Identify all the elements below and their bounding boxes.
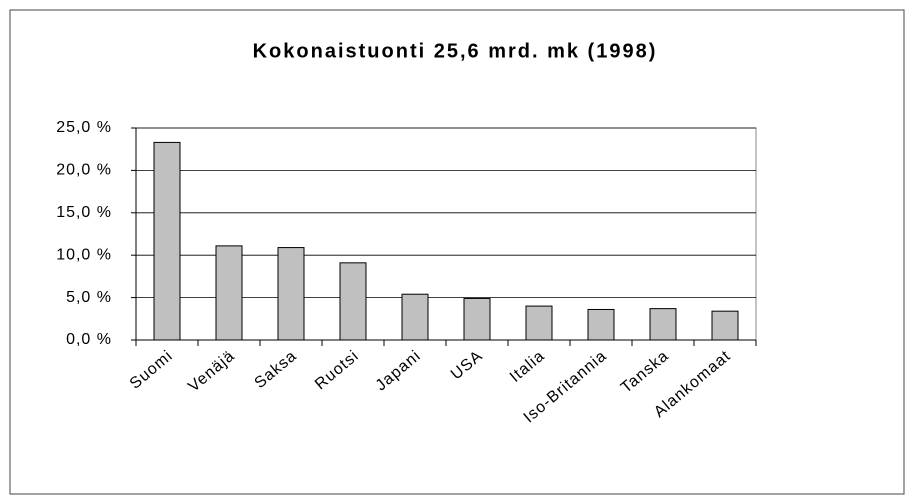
bar [525, 305, 553, 341]
y-tick-label: 10,0 % [56, 246, 112, 263]
bar [463, 297, 491, 341]
bar [649, 308, 677, 341]
bar [711, 310, 739, 341]
y-tick-label: 25,0 % [56, 119, 112, 136]
bar [153, 141, 181, 341]
bar [401, 293, 429, 341]
chart-frame [9, 9, 905, 495]
chart-title: Kokonaistuonti 25,6 mrd. mk (1998) [253, 40, 658, 62]
bar [339, 262, 367, 341]
bar [277, 247, 305, 341]
y-tick-label: 15,0 % [56, 204, 112, 221]
bar [587, 308, 615, 341]
y-tick-label: 5,0 % [66, 289, 112, 306]
y-tick-label: 0,0 % [66, 331, 112, 348]
bar [215, 245, 243, 341]
y-tick-label: 20,0 % [56, 162, 112, 179]
